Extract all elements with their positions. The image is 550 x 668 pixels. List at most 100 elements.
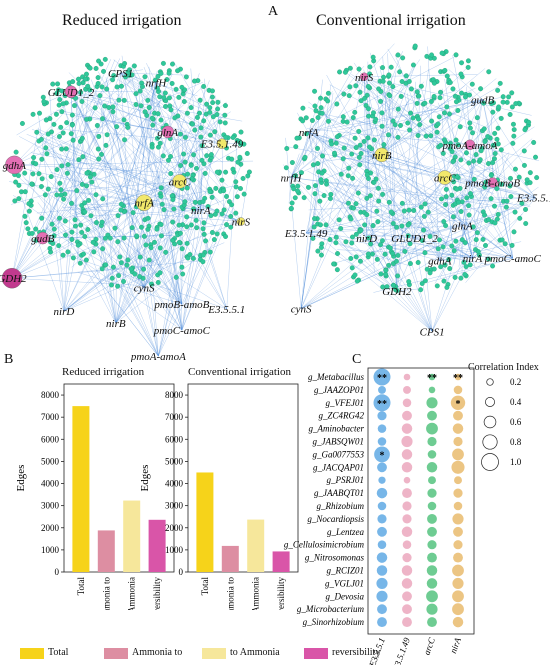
network-edge (351, 74, 536, 198)
network-edge (144, 112, 224, 203)
network-node (91, 249, 97, 255)
network-node (230, 166, 236, 172)
network-node (498, 147, 504, 153)
bubble (428, 476, 436, 485)
network-edge (308, 132, 334, 150)
network-node (44, 151, 50, 157)
legend-value: 0.2 (510, 377, 521, 387)
network-edge (106, 102, 183, 331)
network-node (293, 144, 299, 150)
network-edge (290, 177, 457, 258)
legend-bubble (485, 397, 495, 407)
network-node (157, 245, 163, 251)
row-label-g-jaabqt01: g_JAABQT01 (314, 488, 364, 498)
network-node (141, 233, 147, 239)
network-node (170, 61, 175, 67)
bubble (402, 617, 412, 628)
network-node (386, 199, 392, 205)
network-node (215, 106, 221, 112)
bubble (402, 501, 412, 511)
y-tick-label: 8000 (41, 390, 60, 400)
network-node (340, 118, 346, 124)
x-tick-label: Total (200, 577, 210, 596)
network-node (110, 104, 116, 110)
network-diagrams: CPS1 nrfH GLUD1_2 glnA E3.5.1.49 gdhA arcC nrfA… (0, 43, 550, 362)
network-node (55, 81, 61, 87)
network-node (474, 115, 480, 121)
network-node (146, 105, 152, 110)
network-node (102, 103, 108, 109)
nrfh-node-label: nrfH (146, 77, 168, 89)
y-tick-label: 6000 (165, 434, 184, 444)
network-node (354, 278, 360, 284)
network-node (416, 93, 422, 99)
network-node (31, 155, 37, 160)
network-node (412, 43, 418, 49)
network-node (16, 182, 22, 188)
network-node (353, 231, 359, 237)
x-tick-label: Total (76, 577, 86, 596)
network-node (201, 118, 207, 124)
bubble (427, 552, 437, 563)
network-node (489, 101, 495, 107)
network-node (188, 162, 194, 168)
network-node (77, 260, 83, 266)
bar-ammonia-to (221, 545, 239, 572)
nirs-node-label: nirS (355, 72, 374, 84)
row-label-g-ga0077553: g_Ga0077553 (313, 449, 365, 459)
network-node (381, 74, 386, 80)
network-edge (181, 200, 212, 331)
network-edge (13, 172, 145, 288)
network-edge (45, 227, 145, 288)
network-node (130, 210, 136, 216)
network-node (467, 92, 472, 98)
network-node (132, 271, 138, 277)
glna-node-label: glnA (157, 127, 178, 139)
network-node (209, 230, 215, 235)
network-node (295, 188, 301, 194)
network-edge (439, 237, 478, 261)
network-node (101, 68, 106, 74)
network-node (348, 256, 354, 261)
network-node (207, 132, 213, 138)
y-tick-label: 4000 (41, 479, 60, 489)
network-node (158, 185, 164, 191)
network-node (356, 66, 362, 72)
network-node (399, 79, 405, 84)
network-node (168, 107, 174, 113)
network-node (418, 83, 424, 89)
network-node (99, 266, 105, 272)
gudb-node-label: gudB (31, 233, 55, 245)
network-node (510, 121, 516, 127)
network-node (145, 226, 151, 232)
network-node (357, 89, 363, 95)
network-node (431, 93, 437, 99)
network-edge (359, 89, 536, 198)
network-node (507, 183, 513, 189)
bubble (452, 513, 464, 525)
network-node (89, 179, 95, 185)
network-node (327, 196, 333, 201)
network-node (447, 266, 453, 272)
network-node (473, 152, 479, 158)
network-node (116, 273, 122, 279)
arcc-hub-node (172, 174, 187, 189)
arcc-hub-node (437, 170, 452, 185)
network-node (284, 146, 290, 151)
bar-chart-reduced: 0 1000 2000 3000 4000 5000 6000 7000 8000 Edges To… (15, 383, 175, 610)
network-node (466, 212, 472, 218)
network-node (188, 222, 194, 228)
row-label-g-jabsqw01: g_JABSQW01 (313, 437, 365, 447)
network-node (222, 103, 228, 109)
network-node (336, 217, 342, 223)
network-node (163, 104, 168, 109)
network-node (103, 142, 109, 148)
e3-5-1-49-hub-node (216, 138, 228, 149)
network-node (82, 209, 88, 215)
network-node (376, 86, 382, 92)
network-node (388, 209, 394, 215)
network-node (467, 125, 473, 131)
network-node (357, 142, 363, 148)
network-node (478, 148, 484, 154)
bar-total (72, 406, 90, 572)
